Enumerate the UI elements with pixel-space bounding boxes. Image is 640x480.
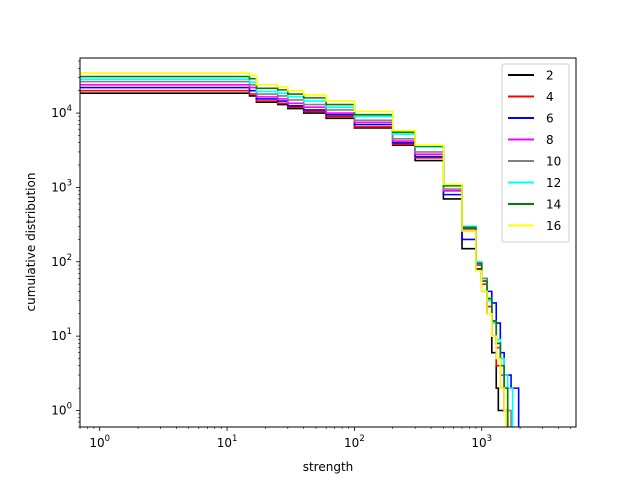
x-axis-ticks: 100 101 102 103 xyxy=(79,427,572,450)
series-layer xyxy=(80,72,520,427)
legend-label-4: 4 xyxy=(546,90,554,104)
legend-label-16: 16 xyxy=(546,219,561,233)
x-axis-label: strength xyxy=(303,460,354,474)
legend-label-8: 8 xyxy=(546,133,554,147)
legend-label-10: 10 xyxy=(546,155,561,169)
legend-label-6: 6 xyxy=(546,112,554,126)
y-axis-ticks: 100 101 102 103 104 xyxy=(51,60,80,428)
legend: 2 4 6 8 10 12 14 16 xyxy=(501,63,570,243)
y-axis-label: cumulative distribution xyxy=(24,173,38,312)
plot-area xyxy=(80,58,576,427)
y-tick-label: 101 xyxy=(51,327,72,343)
x-tick-label: 102 xyxy=(344,434,365,450)
y-tick-label: 103 xyxy=(51,178,72,194)
legend-label-2: 2 xyxy=(546,69,554,83)
y-tick-label: 100 xyxy=(51,402,72,418)
plot-frame xyxy=(79,57,577,428)
legend-label-14: 14 xyxy=(546,198,561,212)
legend-label-12: 12 xyxy=(546,176,561,190)
x-tick-label: 103 xyxy=(471,434,492,450)
x-tick-label: 100 xyxy=(89,434,110,450)
y-tick-label: 102 xyxy=(51,253,72,269)
y-tick-label: 104 xyxy=(51,104,72,120)
series-line-16 xyxy=(80,72,507,427)
legend-box xyxy=(501,63,570,243)
series-line-6 xyxy=(80,86,520,427)
x-tick-label: 101 xyxy=(217,434,238,450)
